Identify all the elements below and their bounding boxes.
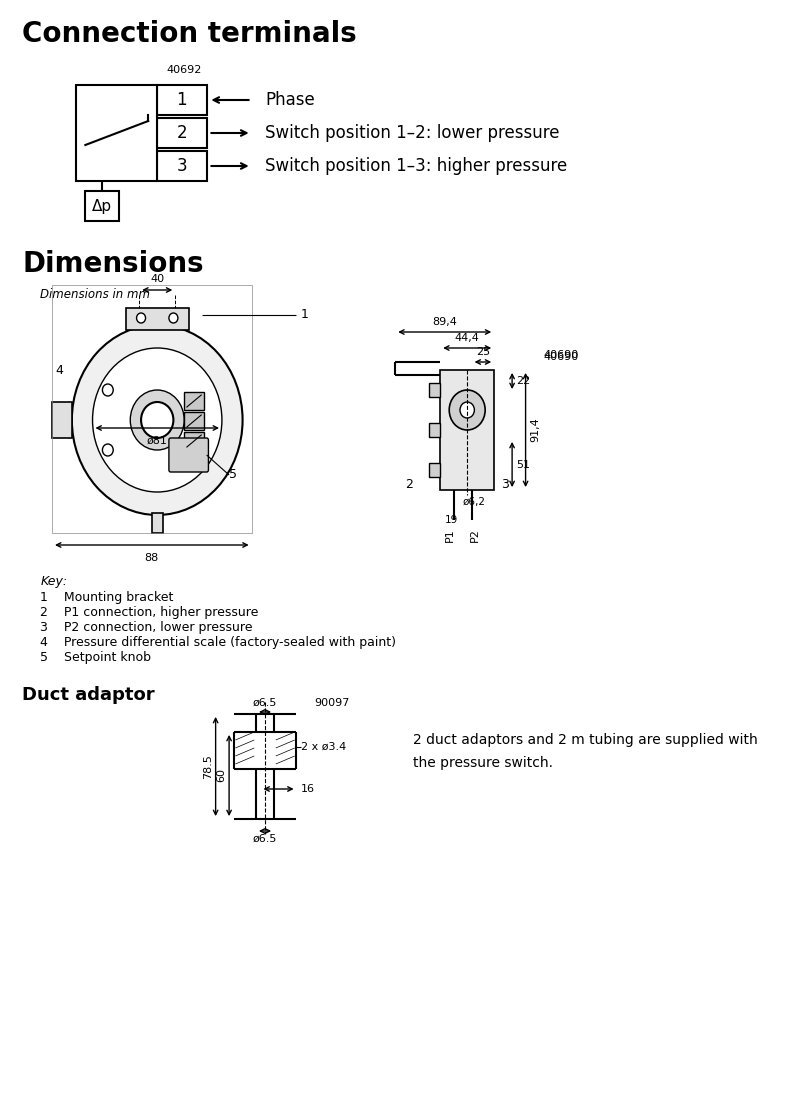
Text: 40692: 40692	[166, 65, 202, 75]
Text: 2 duct adaptors and 2 m tubing are supplied with
the pressure switch.: 2 duct adaptors and 2 m tubing are suppl…	[414, 733, 758, 769]
Circle shape	[460, 403, 474, 418]
Text: Switch position 1–3: higher pressure: Switch position 1–3: higher pressure	[265, 157, 567, 175]
Bar	[86, 191, 119, 221]
Text: 1: 1	[301, 309, 309, 321]
Bar	[76, 85, 158, 181]
Circle shape	[450, 390, 485, 430]
Bar	[158, 151, 206, 181]
Circle shape	[141, 403, 174, 438]
Bar	[430, 382, 440, 397]
Text: Dimensions in mm: Dimensions in mm	[41, 288, 150, 301]
Circle shape	[102, 384, 114, 396]
Text: 2    P1 connection, higher pressure: 2 P1 connection, higher pressure	[41, 605, 259, 619]
Bar	[184, 432, 204, 450]
Text: Δp: Δp	[92, 198, 113, 213]
Text: 4    Pressure differential scale (factory-sealed with paint): 4 Pressure differential scale (factory-s…	[41, 636, 397, 649]
Text: 44,4: 44,4	[454, 333, 480, 343]
FancyBboxPatch shape	[169, 438, 209, 472]
Text: Phase: Phase	[265, 91, 314, 109]
Text: Duct adaptor: Duct adaptor	[22, 686, 155, 704]
Text: ø6.5: ø6.5	[253, 834, 278, 844]
Bar	[126, 308, 189, 330]
Bar	[430, 423, 440, 437]
Text: Key:: Key:	[41, 575, 67, 588]
Text: 40: 40	[150, 274, 164, 284]
Text: 4: 4	[55, 363, 63, 377]
Text: 2: 2	[406, 478, 414, 492]
Text: 51: 51	[517, 460, 530, 471]
Text: 40690: 40690	[543, 352, 579, 362]
Text: 2: 2	[177, 124, 187, 142]
Text: 40690: 40690	[543, 350, 579, 360]
Text: 89,4: 89,4	[432, 317, 457, 327]
Bar	[152, 513, 162, 533]
Text: 16: 16	[301, 784, 315, 794]
Text: P1: P1	[445, 529, 455, 542]
Bar	[184, 392, 204, 410]
Text: 25: 25	[476, 347, 490, 357]
Bar	[52, 285, 251, 533]
Text: 60: 60	[217, 768, 226, 783]
Text: 5: 5	[229, 468, 237, 482]
Text: 3: 3	[177, 157, 187, 175]
Text: ø81: ø81	[146, 436, 168, 446]
Bar	[158, 118, 206, 148]
Text: 1: 1	[177, 91, 187, 109]
Text: ø6.5: ø6.5	[253, 698, 278, 708]
Text: 1    Mounting bracket: 1 Mounting bracket	[41, 591, 174, 604]
Circle shape	[102, 444, 114, 456]
Bar	[440, 370, 494, 489]
Text: 3: 3	[502, 478, 510, 492]
Text: 78.5: 78.5	[203, 754, 213, 779]
Circle shape	[93, 348, 222, 492]
Text: P2: P2	[470, 529, 480, 542]
Circle shape	[137, 313, 146, 323]
Circle shape	[130, 390, 184, 450]
Text: Switch position 1–2: lower pressure: Switch position 1–2: lower pressure	[265, 124, 559, 142]
Text: 90097: 90097	[314, 698, 350, 708]
Text: 22: 22	[517, 376, 531, 386]
Text: 91,4: 91,4	[530, 418, 540, 443]
Bar	[184, 413, 204, 430]
Bar	[158, 85, 206, 115]
Text: ø6,2: ø6,2	[462, 497, 486, 507]
Text: 5    Setpoint knob: 5 Setpoint knob	[41, 651, 151, 665]
Text: 19: 19	[446, 515, 458, 525]
Bar	[52, 403, 72, 438]
Text: 2 x ø3.4: 2 x ø3.4	[301, 741, 346, 752]
Text: Connection terminals: Connection terminals	[22, 20, 358, 48]
Circle shape	[169, 313, 178, 323]
Text: 3    P2 connection, lower pressure: 3 P2 connection, lower pressure	[41, 621, 253, 634]
Text: Dimensions: Dimensions	[22, 250, 204, 278]
Text: 88: 88	[145, 553, 159, 563]
Circle shape	[72, 324, 242, 515]
Bar	[430, 463, 440, 477]
